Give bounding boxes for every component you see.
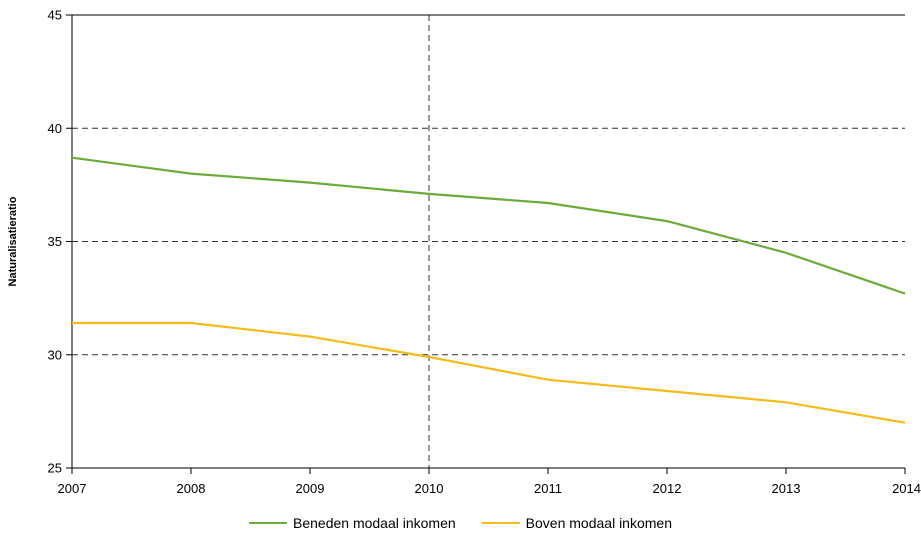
legend-label-series-0: Beneden modaal inkomen [293,515,456,531]
y-tick-label-40: 40 [48,121,62,136]
x-tick-label-2011: 2011 [534,481,562,496]
x-tick-label-2010: 2010 [415,481,444,496]
y-tick-labels: 25 30 35 40 45 [48,8,62,476]
grid-lines [72,15,905,468]
x-tick-label-2012: 2012 [653,481,682,496]
legend-swatch-series-1 [481,522,520,524]
legend-item-series-0: Beneden modaal inkomen [249,515,456,531]
series-lines [71,156,906,424]
x-tick-label-2013: 2013 [772,481,801,496]
x-tick-labels: 2007 2008 2009 2010 2011 2012 2013 2014 [58,481,921,496]
y-tick-label-35: 35 [48,234,62,249]
y-tick-label-30: 30 [48,347,62,362]
series-line-1 [72,321,906,424]
legend-item-series-1: Boven modaal inkomen [481,515,672,531]
series-line-0 [71,156,906,295]
x-tick-label-2009: 2009 [296,481,325,496]
axes [66,14,906,474]
y-tick-label-25: 25 [48,461,62,476]
y-axis-title: Naturalisatieratio [7,196,19,286]
x-tick-label-2007: 2007 [58,481,87,496]
y-tick-label-45: 45 [48,8,62,23]
legend-label-series-1: Boven modaal inkomen [525,515,672,531]
legend-swatch-series-0 [249,522,287,524]
x-tick-label-2014: 2014 [892,481,921,496]
legend: Beneden modaal inkomen Boven modaal inko… [0,513,921,533]
x-tick-label-2008: 2008 [177,481,206,496]
